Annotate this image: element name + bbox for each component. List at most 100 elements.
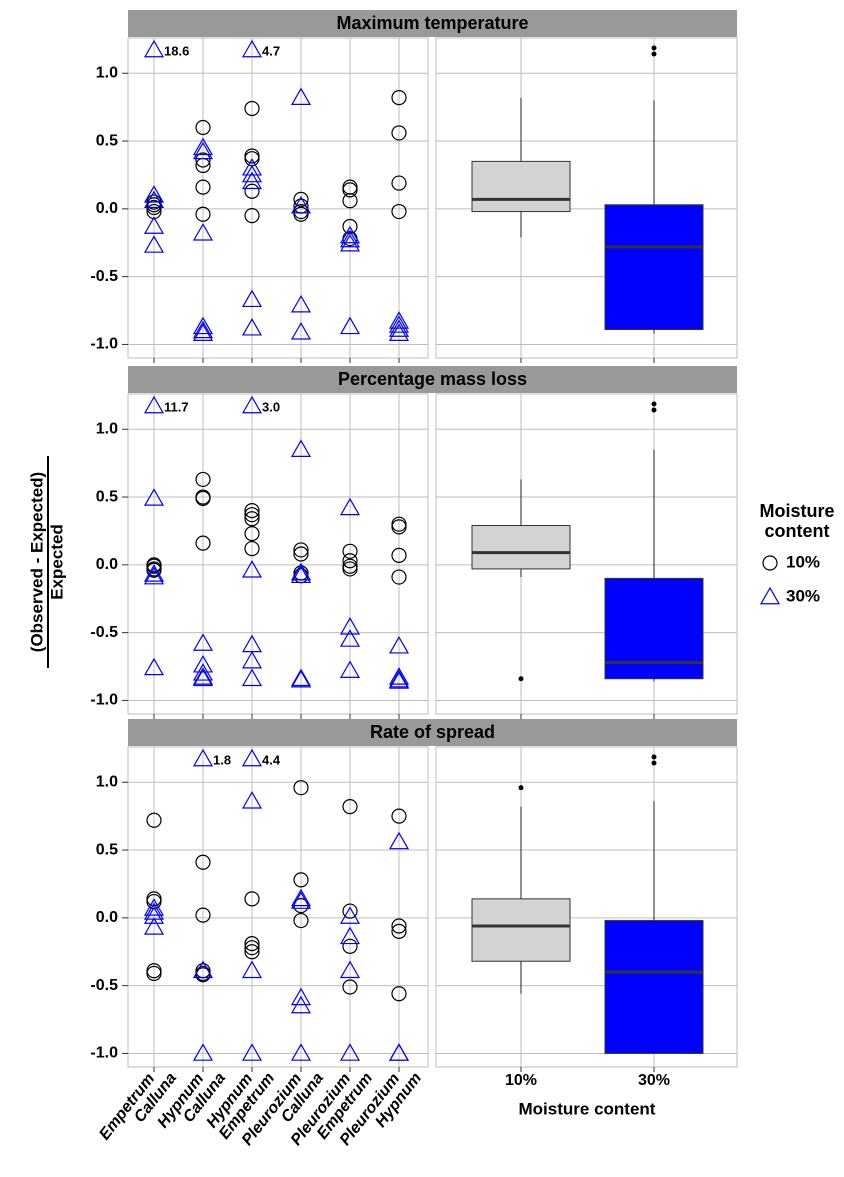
outlier — [651, 760, 657, 766]
y-tick-label: -1.0 — [90, 1045, 118, 1062]
point-10 — [244, 936, 260, 952]
point-10 — [762, 555, 778, 571]
point-10 — [391, 175, 407, 191]
y-axis-title-denominator: Expected — [47, 524, 66, 600]
point-30 — [241, 395, 263, 414]
point-30 — [290, 294, 312, 313]
point-30 — [339, 660, 361, 678]
outlier — [651, 407, 657, 413]
legend-title: Moisture content — [759, 501, 834, 541]
point-10 — [195, 471, 211, 488]
legend-title-text: Moisture — [759, 501, 834, 521]
point-10 — [342, 218, 358, 235]
point-30 — [143, 39, 165, 58]
strip-title: Percentage mass loss — [338, 369, 527, 389]
point-30 — [388, 323, 410, 341]
point-30 — [143, 395, 165, 414]
point-30 — [241, 39, 263, 58]
point-30 — [290, 195, 312, 214]
legend-label: 30% — [786, 586, 820, 605]
point-10 — [293, 912, 309, 929]
box — [604, 204, 704, 331]
point-10 — [195, 206, 211, 222]
point-30 — [241, 960, 263, 979]
point-10 — [195, 854, 211, 870]
point-30 — [290, 87, 312, 106]
point-30 — [143, 566, 165, 585]
point-30 — [192, 316, 214, 335]
point-30 — [192, 668, 214, 687]
point-10 — [391, 203, 407, 220]
panel-background — [127, 393, 429, 715]
point-30 — [339, 316, 361, 335]
offscale-label: 4.4 — [262, 752, 281, 767]
point-30 — [290, 439, 312, 457]
point-30 — [290, 668, 312, 687]
y-tick-label: 0.0 — [96, 200, 118, 217]
y-tick-label: 0.5 — [96, 488, 118, 505]
point-30 — [339, 617, 361, 635]
point-10 — [244, 944, 260, 960]
y-tick-label: 1.0 — [96, 64, 118, 81]
point-30 — [241, 668, 263, 687]
outlier — [518, 785, 524, 791]
point-30 — [388, 669, 410, 688]
outlier — [651, 401, 657, 407]
point-10 — [342, 553, 358, 569]
offscale-label: 4.7 — [262, 43, 280, 58]
point-10 — [195, 907, 211, 923]
point-30 — [290, 888, 312, 907]
point-10 — [244, 100, 260, 117]
point-30 — [290, 565, 312, 584]
point-30 — [143, 917, 165, 935]
strip-header — [128, 10, 737, 37]
y-tick-label: -0.5 — [90, 624, 118, 641]
point-30 — [143, 216, 165, 234]
point-10 — [195, 152, 211, 168]
point-10 — [244, 511, 260, 527]
point-10 — [195, 119, 211, 136]
y-tick-label: -1.0 — [90, 692, 118, 709]
point-30 — [143, 190, 165, 209]
box — [471, 525, 571, 570]
point-30 — [388, 319, 410, 337]
y-tick-label: -0.5 — [90, 268, 118, 285]
point-10 — [293, 780, 309, 796]
point-30 — [241, 1043, 263, 1061]
point-10 — [244, 183, 260, 199]
point-10 — [391, 90, 407, 106]
point-30 — [339, 497, 361, 516]
point-10 — [244, 540, 260, 557]
outlier — [518, 676, 524, 682]
point-30 — [192, 960, 214, 979]
point-30 — [143, 235, 165, 253]
point-30 — [241, 791, 263, 809]
y-tick-label: 1.0 — [96, 420, 118, 437]
point-10 — [293, 191, 309, 207]
point-30 — [339, 225, 361, 244]
point-10 — [391, 923, 407, 940]
point-30 — [192, 748, 214, 767]
point-30 — [290, 891, 312, 909]
offscale-label: 18.6 — [164, 43, 189, 58]
point-10 — [391, 547, 407, 563]
point-10 — [391, 519, 407, 535]
point-10 — [342, 182, 358, 198]
point-10 — [195, 535, 211, 551]
point-30 — [192, 223, 214, 241]
point-10 — [244, 940, 260, 956]
legend-title-text: content — [765, 521, 830, 541]
strip-header — [128, 719, 737, 746]
point-30 — [241, 171, 263, 190]
panel-background — [127, 37, 429, 359]
point-30 — [143, 657, 165, 676]
y-tick-label: 0.5 — [96, 132, 118, 149]
point-10 — [244, 526, 260, 542]
y-tick-label: -1.0 — [90, 336, 118, 353]
point-10 — [293, 542, 309, 558]
point-30 — [339, 629, 361, 647]
outlier — [651, 45, 657, 51]
offscale-label: 3.0 — [262, 399, 280, 414]
strip-title: Rate of spread — [370, 722, 495, 742]
